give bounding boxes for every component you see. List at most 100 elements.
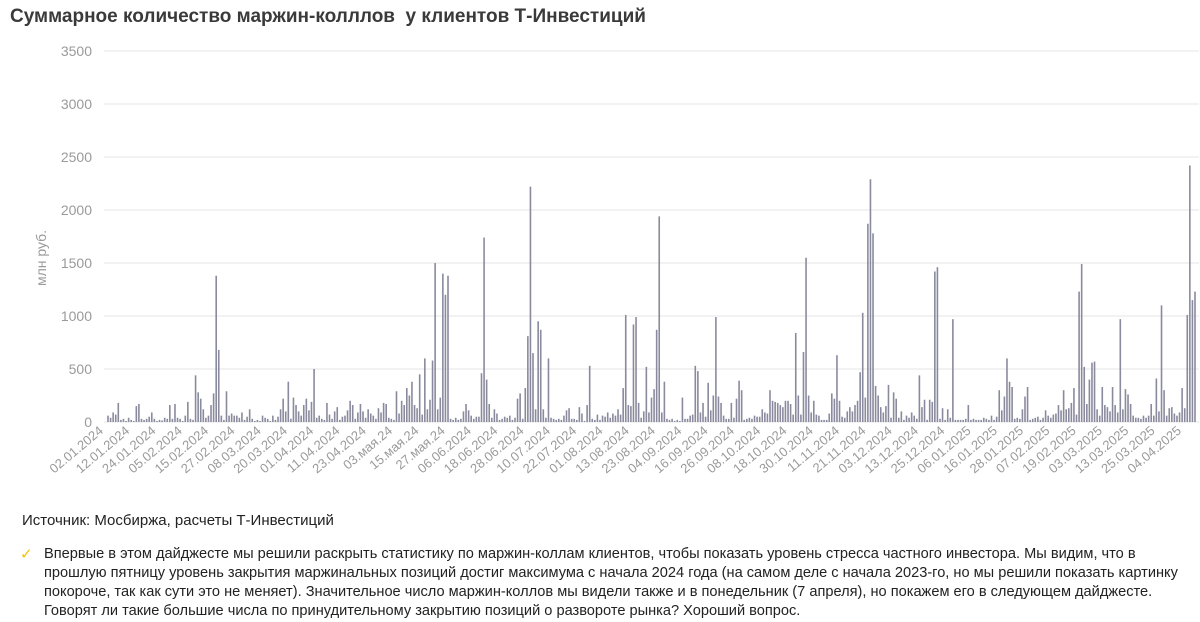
bar [272,415,274,422]
bar [1083,366,1086,422]
bar [828,413,831,422]
bar [756,416,758,422]
bar [570,418,573,422]
bar [712,395,715,422]
bar [591,418,594,422]
bar [362,411,364,422]
commentary-text: Впервые в этом дайджесте мы решили раскр… [44,546,1178,619]
bar [959,419,962,422]
bar [254,420,256,422]
bar [702,402,704,422]
bar [635,317,637,422]
bar [843,417,846,422]
bar [125,420,127,422]
bar [815,414,818,422]
bar [163,417,166,422]
bar [681,397,684,422]
bar [326,402,328,422]
bar [349,400,351,422]
bar [501,418,503,422]
source-caption: Источник: Мосбиржа, расчеты Т-Инвестиций [22,512,334,529]
bar [1152,415,1155,422]
bar [460,418,462,422]
bar [202,409,205,422]
bar [1034,417,1037,422]
bar [509,415,511,422]
bar [357,412,359,422]
bar [661,412,663,422]
bar [658,216,661,422]
bar [985,418,988,422]
bar [1163,390,1165,422]
bar [354,418,357,422]
bar [867,223,869,422]
bar [403,405,406,422]
bar [1042,417,1044,422]
bar [156,420,158,422]
bar [434,263,436,422]
bar [557,418,560,422]
bar [612,413,614,422]
commentary: ✓ Впервые в этом дайджесте мы решили рас… [20,545,1190,621]
bar [733,417,735,422]
bar [1178,412,1181,422]
bar [382,402,385,422]
bar [1119,319,1122,422]
y-tick-label: 2500 [61,149,92,165]
bars [107,165,1196,423]
bar [807,395,810,422]
bar [1176,415,1178,422]
bar [243,419,246,422]
bar [369,413,372,422]
bar [238,417,241,422]
bar [302,405,305,422]
bar [864,397,867,422]
bar [228,415,230,422]
bar [166,418,169,422]
bar [375,418,377,422]
bar [720,402,722,422]
bar [1111,387,1114,422]
bar [941,408,944,422]
bar [751,418,753,422]
bar [743,419,746,422]
bar [235,415,238,422]
bar [753,415,756,422]
bar [846,411,849,422]
bar [308,410,310,422]
bar [181,420,184,422]
bar [387,417,390,422]
bar [318,415,321,422]
y-tick-label: 3000 [61,96,92,112]
bar [1065,409,1068,422]
bar [534,409,537,422]
bar [555,419,557,422]
bar [964,418,967,422]
bar [900,411,903,422]
bar [225,391,228,422]
bar [233,415,236,422]
bar [874,385,877,422]
bar [764,412,766,422]
bar [581,413,583,422]
bar [215,275,217,422]
bar [161,420,163,422]
bar [1134,417,1137,422]
bar [923,399,926,422]
bar [323,419,326,422]
bar [1091,362,1093,422]
bar [879,407,882,422]
bar [485,379,488,422]
bar [588,365,591,422]
bar [439,397,442,422]
bar [377,408,380,422]
bar [498,419,501,422]
bar [171,418,174,422]
bar [315,417,318,422]
bar [684,418,686,422]
bar [130,419,132,422]
y-axis-label: млн руб. [33,230,49,286]
bar [1060,410,1062,422]
bar [576,419,578,422]
bar [758,416,761,422]
